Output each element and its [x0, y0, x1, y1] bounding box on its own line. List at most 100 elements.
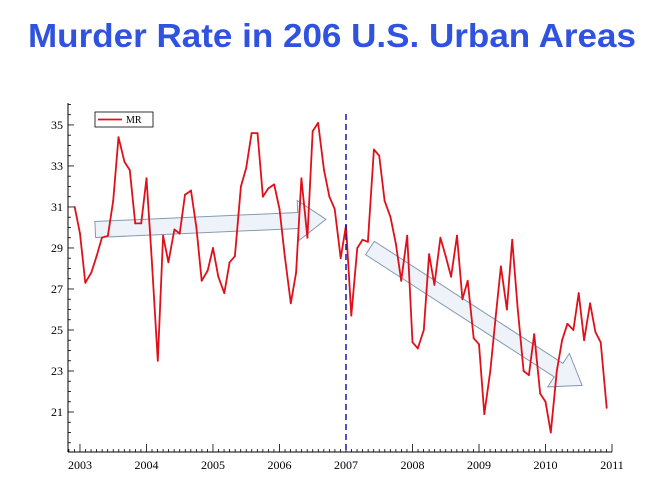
- data-point: [394, 242, 397, 245]
- data-point: [500, 265, 502, 268]
- data-point: [466, 279, 469, 282]
- x-tick-label: 2008: [400, 458, 424, 472]
- data-point: [506, 308, 508, 311]
- data-point: [289, 302, 292, 305]
- data-point: [411, 341, 414, 344]
- data-point: [549, 431, 552, 434]
- series-layer: [73, 121, 608, 434]
- legend-box: [94, 111, 154, 128]
- data-point: [522, 370, 525, 372]
- data-point: [583, 339, 585, 342]
- data-point: [228, 261, 231, 264]
- data-point: [456, 234, 458, 237]
- data-point: [306, 236, 309, 239]
- data-point: [594, 331, 597, 333]
- data-point: [123, 160, 126, 163]
- x-tick-label: 2006: [267, 458, 291, 472]
- axes: 21 23 25 27 29 31 33 35 2003 2004 2005 2006 2007 2008…: [51, 103, 624, 472]
- data-point: [256, 132, 259, 135]
- data-point: [200, 279, 203, 282]
- data-point: [245, 167, 248, 169]
- data-point: [90, 271, 93, 274]
- data-point: [439, 236, 442, 239]
- data-point: [283, 255, 286, 258]
- data-point: [223, 292, 226, 294]
- data-point: [373, 148, 375, 151]
- data-point: [350, 314, 353, 317]
- legend-label-mr: MR: [126, 115, 142, 126]
- data-point: [95, 255, 98, 258]
- data-point: [527, 374, 530, 377]
- data-point: [278, 208, 281, 210]
- data-point: [250, 132, 253, 135]
- data-point: [112, 199, 115, 202]
- data-point: [383, 199, 386, 202]
- data-point: [190, 189, 192, 192]
- data-point: [555, 370, 558, 372]
- y-tick-label: 25: [51, 323, 63, 337]
- y-tick-label: 27: [51, 282, 63, 296]
- data-point: [516, 306, 519, 309]
- data-point: [73, 206, 76, 208]
- y-tick-label: 23: [51, 364, 63, 378]
- data-point: [483, 413, 486, 415]
- data-point: [356, 247, 359, 249]
- x-tick-label: 2010: [533, 458, 557, 472]
- x-tick-label: 2003: [68, 458, 92, 472]
- data-point: [333, 208, 336, 210]
- data-point: [300, 177, 303, 180]
- data-point: [478, 343, 480, 346]
- data-point: [433, 283, 436, 286]
- trend-arrows: [94, 199, 583, 388]
- data-point: [206, 269, 209, 272]
- x-tick-label: 2005: [201, 458, 225, 472]
- data-point: [450, 275, 452, 278]
- data-point: [101, 236, 103, 239]
- data-point: [150, 259, 153, 262]
- x-tick-label: 2007: [334, 458, 358, 472]
- data-point: [605, 407, 608, 409]
- y-tick-label: 33: [51, 159, 63, 173]
- y-tick-label: 21: [51, 405, 63, 419]
- data-point: [339, 257, 342, 260]
- data-point: [311, 130, 314, 132]
- data-point: [212, 247, 214, 249]
- x-tick-label: 2011: [600, 458, 624, 472]
- data-point: [145, 177, 148, 180]
- data-point: [577, 292, 580, 294]
- data-point: [84, 281, 87, 284]
- data-point: [511, 238, 514, 241]
- data-point: [261, 195, 264, 198]
- chart-title: Murder Rate in 206 U.S. Urban Areas: [28, 17, 636, 54]
- data-point: [184, 193, 186, 196]
- data-point: [117, 136, 120, 139]
- data-point: [217, 275, 220, 278]
- data-point: [317, 121, 319, 124]
- data-point: [406, 234, 409, 237]
- data-point: [444, 255, 447, 258]
- y-tick-label: 29: [51, 241, 63, 255]
- data-point: [134, 222, 137, 225]
- data-point: [156, 359, 159, 362]
- data-point: [295, 271, 298, 274]
- data-point: [422, 329, 425, 331]
- data-point: [572, 329, 575, 331]
- data-point: [539, 392, 542, 395]
- data-point: [273, 183, 276, 186]
- y-tick-label: 35: [51, 118, 63, 132]
- data-point: [533, 333, 536, 335]
- data-point: [267, 187, 270, 190]
- data-point: [328, 195, 331, 198]
- data-point: [323, 169, 325, 171]
- data-point: [461, 298, 464, 301]
- data-point: [107, 234, 109, 237]
- legend: MR: [94, 111, 154, 128]
- data-point: [378, 154, 381, 157]
- data-point: [416, 347, 419, 350]
- data-point: [234, 255, 236, 258]
- data-point: [162, 234, 165, 237]
- trend-arrow: [364, 240, 583, 388]
- data-point: [389, 216, 392, 219]
- x-tick-label: 2009: [467, 458, 491, 472]
